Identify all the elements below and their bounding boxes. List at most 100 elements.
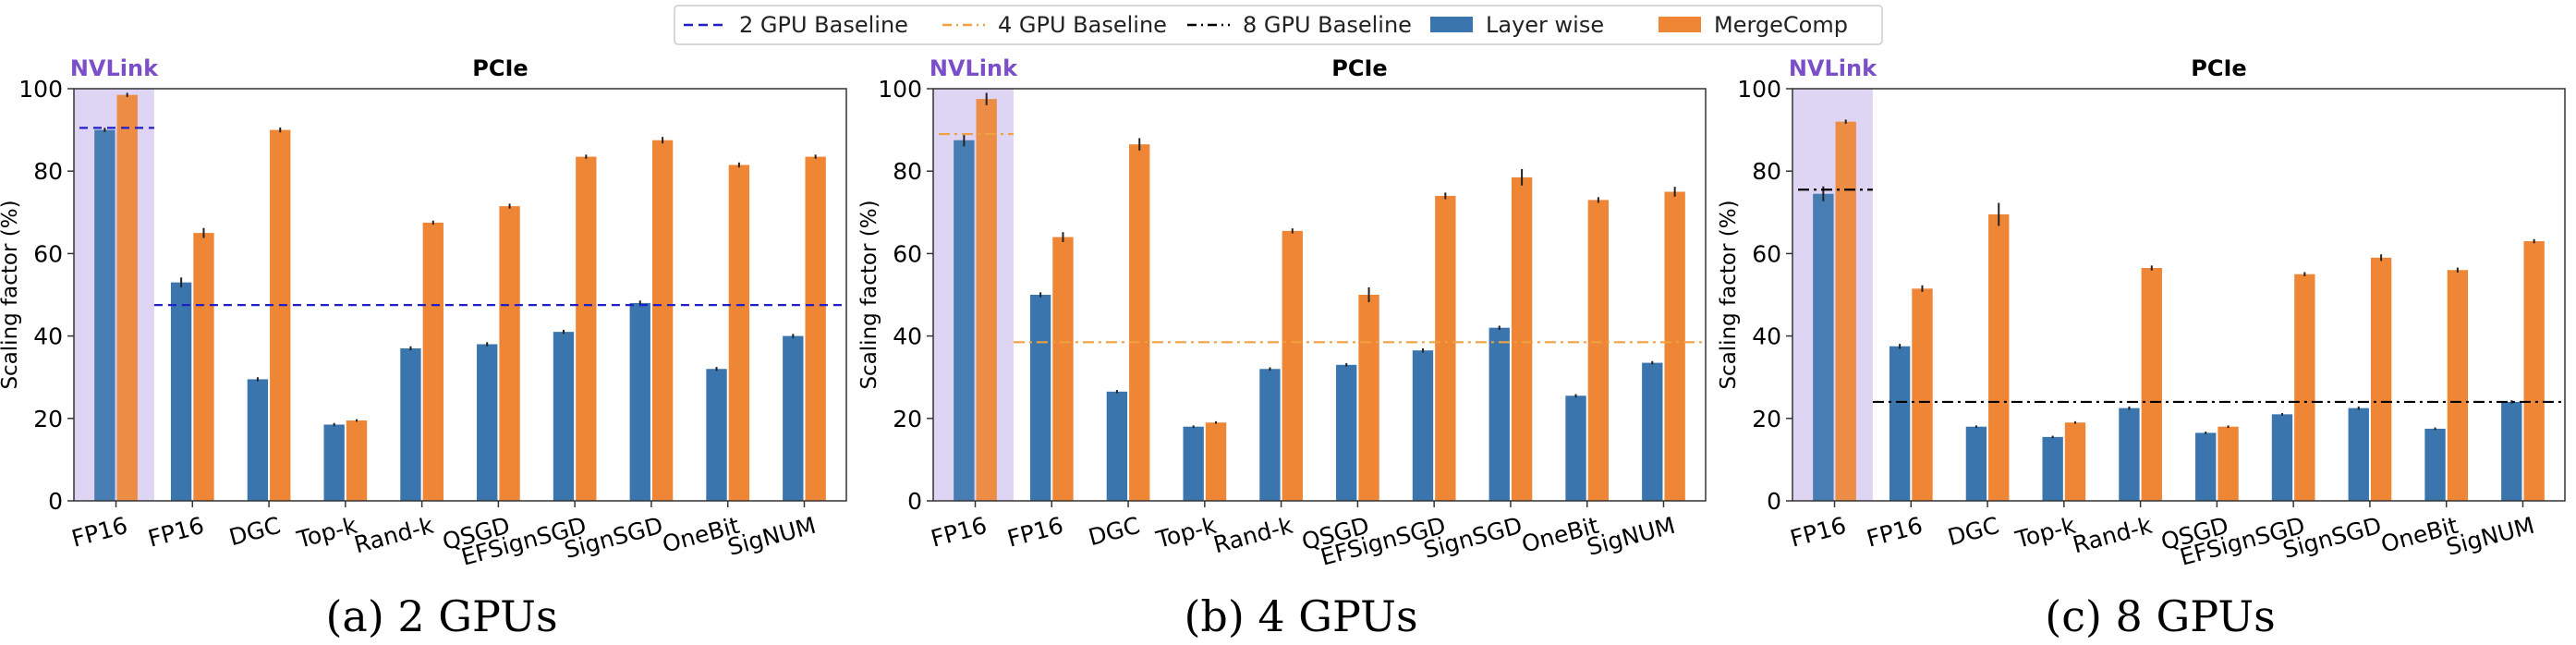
x-tick-label: Rand-k <box>351 512 436 559</box>
bar-mergecomp <box>2370 257 2392 501</box>
bar-mergecomp <box>2523 241 2545 501</box>
bar-mergecomp <box>1052 237 1074 501</box>
y-tick-label: 100 <box>18 76 63 103</box>
y-tick-label: 40 <box>33 323 63 350</box>
plot-frame <box>73 88 847 502</box>
legend-label: Layer wise <box>1486 12 1604 38</box>
bar-layerwise <box>170 282 192 501</box>
bar-mergecomp <box>2218 426 2239 501</box>
nvlink-label: NVLink <box>70 55 159 81</box>
bar-mergecomp <box>2141 268 2162 501</box>
y-tick-label: 80 <box>1752 158 1781 185</box>
y-tick-label: 20 <box>893 406 922 432</box>
bar-mergecomp <box>1912 288 1933 501</box>
legend-label: 8 GPU Baseline <box>1243 12 1412 38</box>
y-tick-label: 0 <box>48 488 63 515</box>
legend-entry: 4 GPU Baseline <box>942 12 1167 38</box>
legend-swatch <box>1659 17 1701 32</box>
bar-mergecomp <box>2447 270 2469 501</box>
legend-swatch <box>1430 17 1473 32</box>
x-tick-label: DGC <box>1086 512 1143 552</box>
pcie-label: PCIe <box>472 55 528 81</box>
x-tick-label: Top-k <box>2011 512 2078 554</box>
plot-frame <box>1792 88 2566 502</box>
bar-layerwise <box>954 140 975 501</box>
bar-layerwise <box>1336 364 1357 501</box>
legend-label: MergeComp <box>1714 12 1848 38</box>
legend-label: 2 GPU Baseline <box>739 12 908 38</box>
bar-mergecomp <box>1205 422 1227 501</box>
x-tick-label: DGC <box>226 512 284 552</box>
legend: 2 GPU Baseline 4 GPU Baseline 8 GPU Baseli… <box>674 5 1883 45</box>
legend-entry: 2 GPU Baseline <box>684 12 908 38</box>
bar-layerwise <box>1889 346 1911 501</box>
y-tick-label: 0 <box>1767 488 1781 515</box>
x-tick-label: SigNUM <box>1585 512 1678 561</box>
bar-layerwise <box>323 424 345 501</box>
bar-layerwise <box>1642 362 1663 501</box>
y-tick-label: 20 <box>33 406 63 432</box>
bar-layerwise <box>1183 426 1204 501</box>
y-tick-label: 100 <box>1737 76 1781 103</box>
bar-mergecomp <box>2294 274 2315 501</box>
y-tick-label: 100 <box>878 76 922 103</box>
bar-layerwise <box>2348 408 2369 501</box>
x-tick-label: Rand-k <box>2070 512 2155 559</box>
x-tick-label: Top-k <box>293 512 359 554</box>
x-tick-label: DGC <box>1945 512 2002 552</box>
legend-label: 4 GPU Baseline <box>998 12 1167 38</box>
y-tick-label: 80 <box>893 158 922 185</box>
panel-caption: (a) 2 GPUs <box>325 591 557 641</box>
bar-layerwise <box>553 332 575 501</box>
bar-mergecomp <box>193 233 214 501</box>
x-tick-label: SigNUM <box>725 512 819 561</box>
bar-layerwise <box>2119 408 2140 501</box>
legend-frame <box>674 5 1883 45</box>
x-tick-label: FP16 <box>1787 512 1849 553</box>
bar-layerwise <box>2424 428 2446 501</box>
bar-layerwise <box>247 379 269 501</box>
y-tick-label: 60 <box>33 240 63 267</box>
legend-entry: 8 GPU Baseline <box>1187 12 1412 38</box>
x-tick-label: FP16 <box>1004 512 1066 553</box>
bar-layerwise <box>1565 396 1586 501</box>
pcie-label: PCIe <box>2191 55 2246 81</box>
nvlink-label: NVLink <box>1789 55 1877 81</box>
bar-mergecomp <box>499 206 520 502</box>
y-tick-label: 0 <box>907 488 922 515</box>
legend-entry: Layer wise <box>1430 12 1604 38</box>
x-tick-label: SigNUM <box>2444 512 2537 561</box>
legend-entry: MergeComp <box>1659 12 1848 38</box>
y-tick-label: 80 <box>33 158 63 185</box>
chart-panel-1: NVLink PCIe 0 20 40 60 80 100 Scaling factor (%)… <box>0 55 847 641</box>
bar-mergecomp <box>1129 144 1150 501</box>
bar-layerwise <box>1412 350 1434 501</box>
bar-mergecomp <box>976 99 997 502</box>
bar-mergecomp <box>116 94 138 501</box>
bar-mergecomp <box>1664 191 1685 501</box>
bar-layerwise <box>2042 436 2063 501</box>
x-tick-label: Rand-k <box>1210 512 1295 559</box>
x-tick-label: FP16 <box>145 512 207 553</box>
pcie-label: PCIe <box>1331 55 1387 81</box>
bar-mergecomp <box>1511 176 1533 501</box>
bar-layerwise <box>629 302 650 501</box>
bar-mergecomp <box>1587 200 1610 502</box>
chart-panel-3: NVLink PCIe 0 20 40 60 80 100 Scaling factor (%)… <box>1717 55 2566 641</box>
chart-panel-2: NVLink PCIe 0 20 40 60 80 100 Scaling factor (%)… <box>857 55 1707 641</box>
bar-mergecomp <box>576 156 597 501</box>
bar-mergecomp <box>270 129 291 501</box>
bar-layerwise <box>1106 391 1128 501</box>
bar-layerwise <box>94 129 115 501</box>
y-tick-label: 40 <box>893 323 922 350</box>
bar-layerwise <box>1029 295 1051 501</box>
bar-mergecomp <box>1435 195 1456 501</box>
bar-layerwise <box>400 347 421 501</box>
x-tick-label: FP16 <box>1864 512 1926 553</box>
y-tick-label: 40 <box>1752 323 1781 350</box>
bar-mergecomp <box>2064 422 2086 501</box>
bar-layerwise <box>2501 401 2522 501</box>
x-tick-label: FP16 <box>928 512 990 553</box>
bar-mergecomp <box>1835 121 1856 501</box>
